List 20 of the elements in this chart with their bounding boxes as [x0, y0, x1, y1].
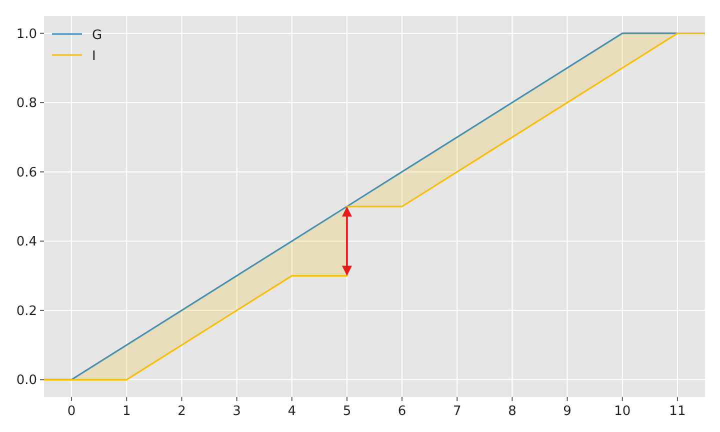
x-tick-label: 1	[122, 404, 131, 419]
x-tick-label: 3	[232, 404, 241, 419]
x-tick-label: 8	[508, 404, 516, 419]
x-tick-label: 2	[178, 404, 186, 419]
y-tick-label: 0.6	[16, 165, 37, 180]
y-tick-label: 0.4	[16, 234, 37, 250]
legend-label: I	[92, 49, 96, 64]
y-tick-label: 0.0	[16, 373, 37, 388]
x-tick-label: 4	[288, 404, 296, 419]
x-tick-label: 6	[398, 404, 406, 419]
x-tick-label: 10	[614, 404, 631, 419]
x-tick-label: 9	[563, 404, 572, 419]
y-tick-label: 0.2	[16, 304, 37, 319]
y-tick-label: 1.0	[16, 26, 37, 42]
x-tick-label: 11	[669, 404, 686, 419]
x-tick-label: 7	[452, 404, 462, 419]
legend-label: G	[92, 28, 102, 43]
x-tick-label: 5	[342, 404, 352, 419]
y-tick-label: 0.8	[16, 96, 37, 112]
x-tick-label: 0	[67, 404, 76, 419]
